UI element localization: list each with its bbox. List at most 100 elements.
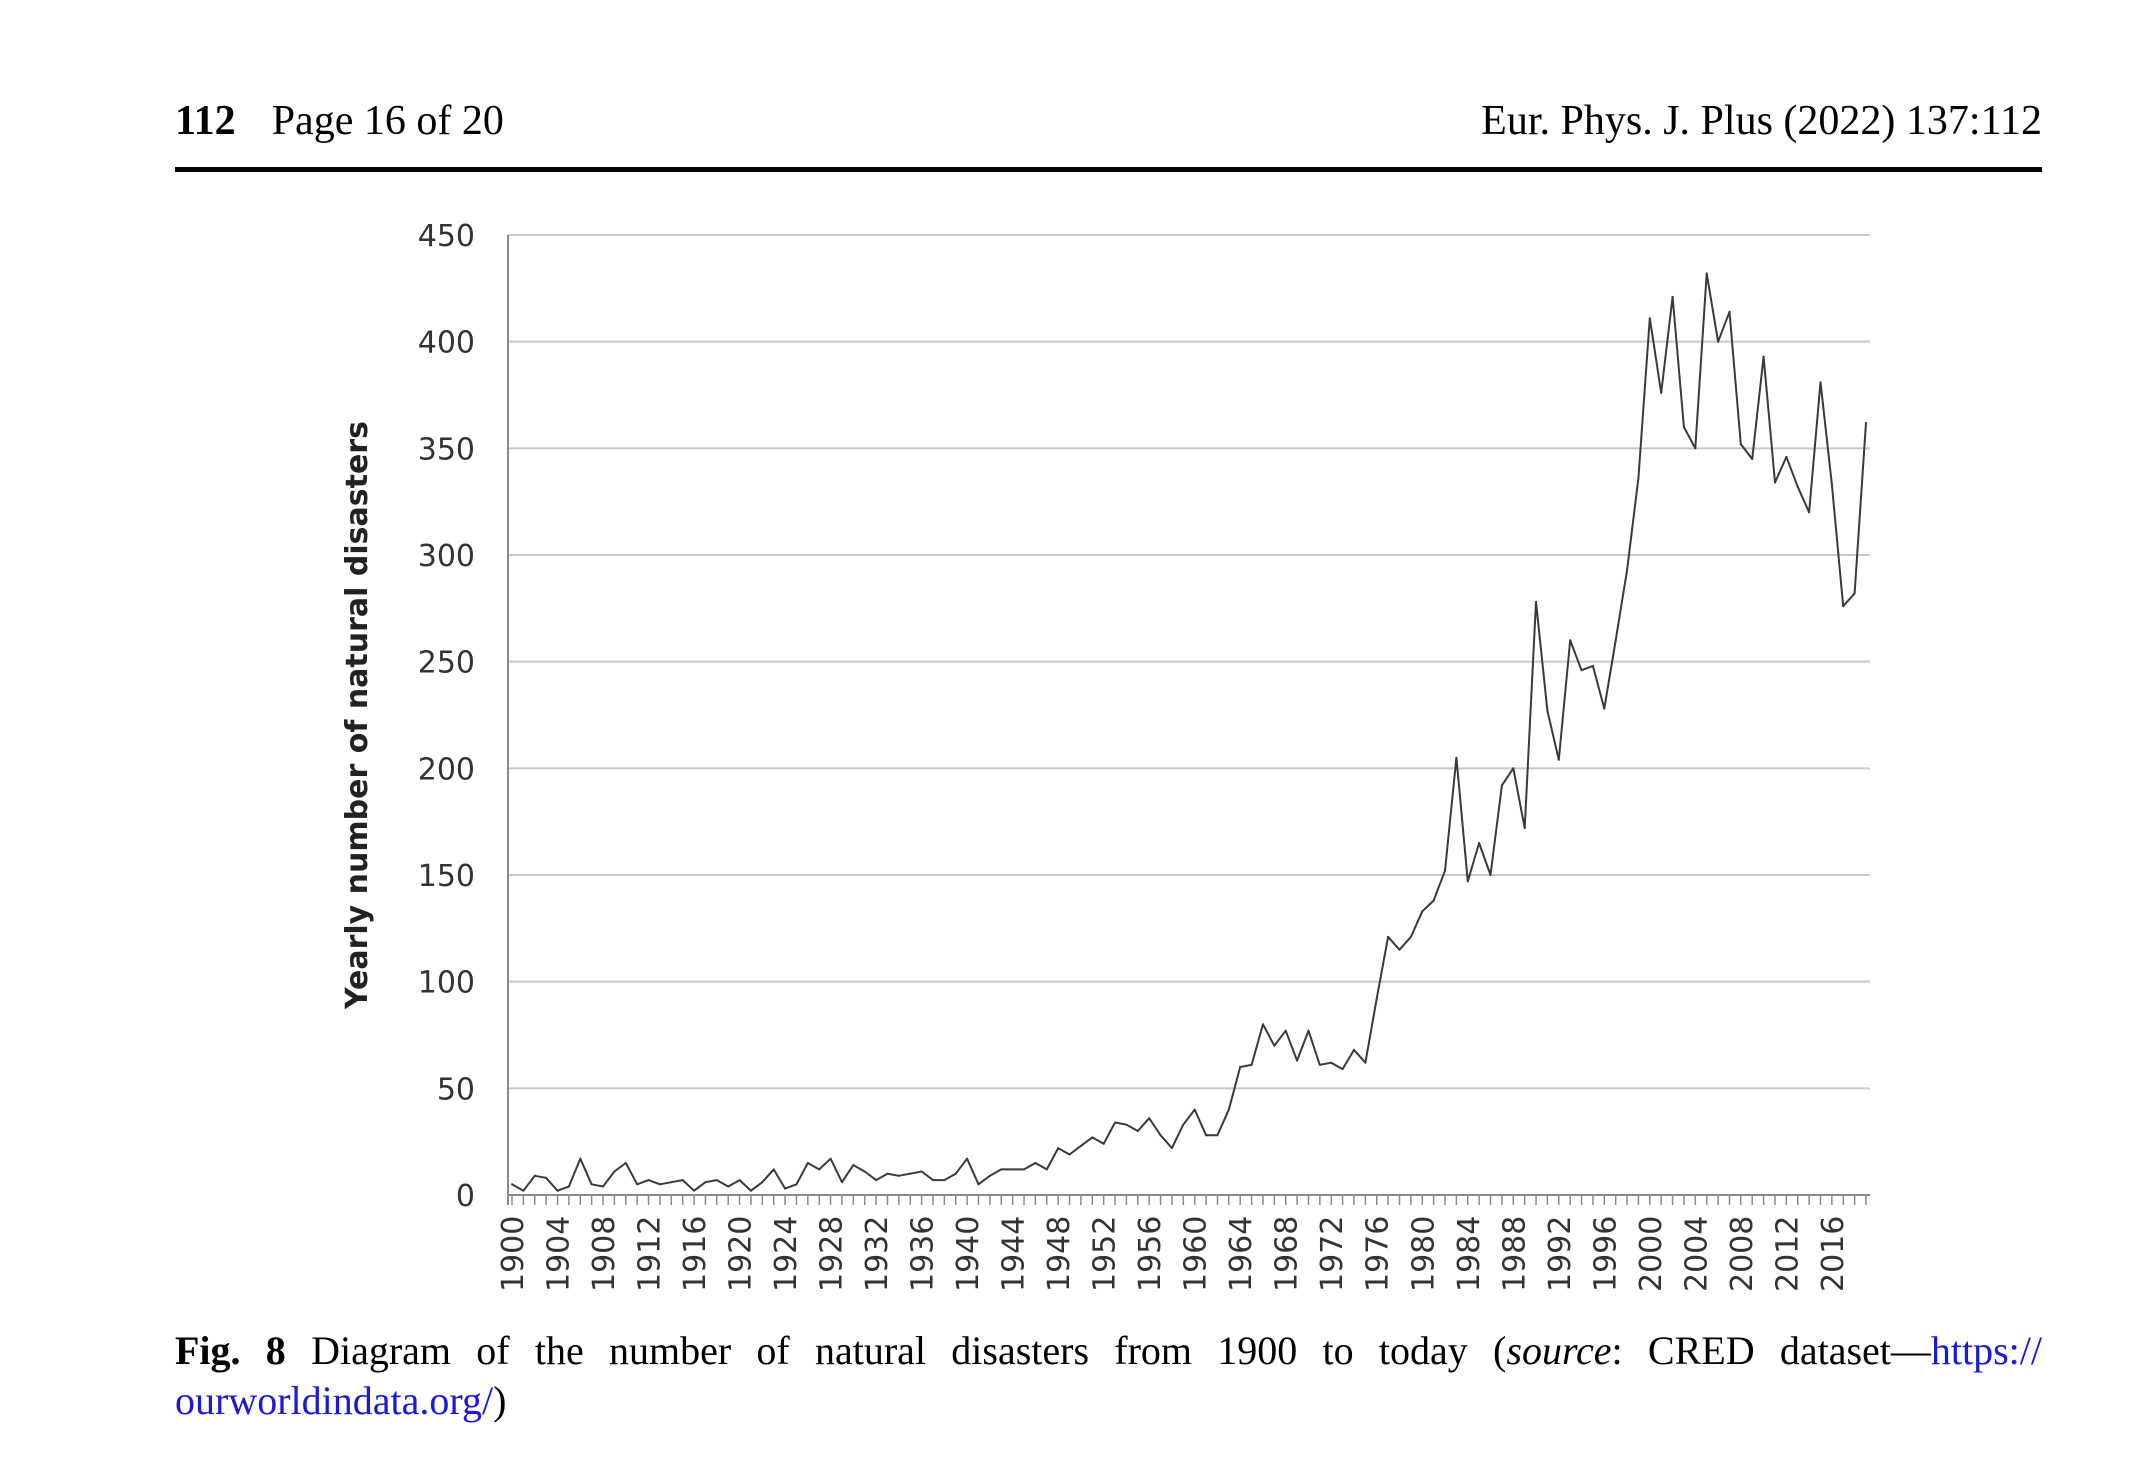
data-point [579, 1157, 582, 1160]
data-point [1455, 756, 1458, 759]
data-point [738, 1179, 741, 1182]
data-point [636, 1183, 639, 1186]
data-point [1353, 1048, 1355, 1051]
source-link-part2: ourworldindata.org/ [175, 1378, 494, 1423]
data-point [875, 1179, 878, 1182]
data-point [693, 1189, 696, 1192]
data-point [1853, 592, 1856, 595]
x-tick-label: 1936 [906, 1216, 941, 1292]
data-point [1239, 1066, 1242, 1068]
data-point [1614, 639, 1617, 642]
data-point [920, 1170, 923, 1173]
x-tick-label: 1984 [1452, 1216, 1487, 1292]
x-tick-label: 1944 [997, 1216, 1032, 1292]
data-point [784, 1187, 787, 1190]
data-point [1512, 767, 1515, 770]
data-point [1842, 605, 1845, 608]
data-point [1068, 1153, 1071, 1156]
x-tick-label: 1920 [724, 1216, 759, 1292]
y-tick-label: 250 [418, 646, 475, 681]
data-point [841, 1181, 843, 1184]
data-point [1079, 1144, 1082, 1147]
natural-disasters-line-chart: 0 50 100 150 200 250 300 350 400 450 1900 1904 1908 1… [340, 219, 1870, 1292]
figure-caption: Fig. 8 Diagram of the number of natural … [175, 1326, 2042, 1426]
data-point [670, 1181, 673, 1184]
y-axis-title: Yearly number of natural disasters [340, 421, 375, 1010]
data-point [1307, 1029, 1310, 1032]
data-point [556, 1189, 559, 1192]
data-point [1330, 1061, 1333, 1064]
x-tick-label: 2016 [1816, 1216, 1851, 1292]
data-point [932, 1179, 934, 1182]
data-point [1284, 1029, 1287, 1032]
data-point [1136, 1130, 1139, 1132]
data-point [1205, 1134, 1208, 1137]
data-point [1580, 669, 1583, 672]
journal-reference: Eur. Phys. J. Plus (2022) 137:112 [1481, 98, 2042, 144]
data-point [1011, 1168, 1014, 1171]
data-point [511, 1183, 513, 1186]
x-tick-label: 1928 [815, 1216, 850, 1292]
x-tick-label: 1952 [1088, 1216, 1123, 1292]
y-tick-label: 50 [437, 1072, 475, 1107]
data-point [1262, 1023, 1264, 1026]
data-point [1045, 1168, 1048, 1171]
x-tick-label: 2004 [1679, 1216, 1714, 1292]
y-tick-label: 450 [418, 219, 475, 254]
data-point [806, 1162, 809, 1164]
data-point [852, 1164, 855, 1167]
data-point [1398, 948, 1401, 951]
data-point [1830, 483, 1833, 486]
data-point [647, 1179, 650, 1182]
data-point [1387, 935, 1390, 938]
data-point [1341, 1068, 1344, 1071]
data-point [1227, 1108, 1230, 1111]
data-point [1216, 1134, 1219, 1137]
y-tick-label: 200 [418, 752, 475, 787]
x-tick-label: 1912 [633, 1216, 668, 1292]
data-point [761, 1181, 764, 1184]
y-tick-label: 150 [418, 859, 475, 894]
data-point [863, 1170, 866, 1173]
data-point [1318, 1063, 1321, 1066]
data-point [1000, 1168, 1003, 1171]
data-point [1671, 295, 1674, 298]
x-tick-label: 2008 [1725, 1216, 1760, 1292]
x-tick-label: 1924 [769, 1216, 804, 1292]
data-point [1569, 639, 1572, 642]
data-point [886, 1172, 889, 1175]
x-tick-label: 1992 [1543, 1216, 1578, 1292]
data-point [1023, 1168, 1025, 1171]
data-point [727, 1185, 730, 1188]
data-point [1057, 1147, 1060, 1150]
data-point [704, 1181, 707, 1184]
x-tick-label: 1976 [1361, 1216, 1396, 1292]
data-point [772, 1168, 775, 1171]
data-point [1193, 1108, 1196, 1111]
data-point [1489, 874, 1492, 876]
x-tick-label: 1916 [678, 1216, 713, 1292]
data-point [1409, 935, 1412, 938]
data-point [1796, 485, 1799, 488]
data-point [1500, 784, 1503, 787]
data-point [1170, 1147, 1173, 1150]
data-point [1865, 421, 1867, 424]
x-tick-label: 1964 [1224, 1216, 1259, 1292]
y-tick-label: 350 [418, 432, 475, 467]
data-point [681, 1179, 684, 1182]
data-point [624, 1162, 627, 1164]
data-point [1444, 869, 1446, 872]
x-tick-label: 1904 [542, 1216, 577, 1292]
y-tick-label: 0 [456, 1179, 475, 1214]
caption-close: ) [493, 1378, 507, 1423]
data-point [1626, 568, 1629, 571]
data-point [966, 1157, 969, 1160]
caption-source-word: source [1506, 1328, 1612, 1373]
data-point [1808, 511, 1811, 514]
data-point [988, 1174, 991, 1177]
data-point [1091, 1136, 1094, 1139]
data-point [1819, 381, 1822, 384]
data-point [1273, 1044, 1276, 1047]
source-link[interactable]: https:// ourworldindata.org/ [175, 1328, 2042, 1423]
data-point [795, 1183, 798, 1186]
